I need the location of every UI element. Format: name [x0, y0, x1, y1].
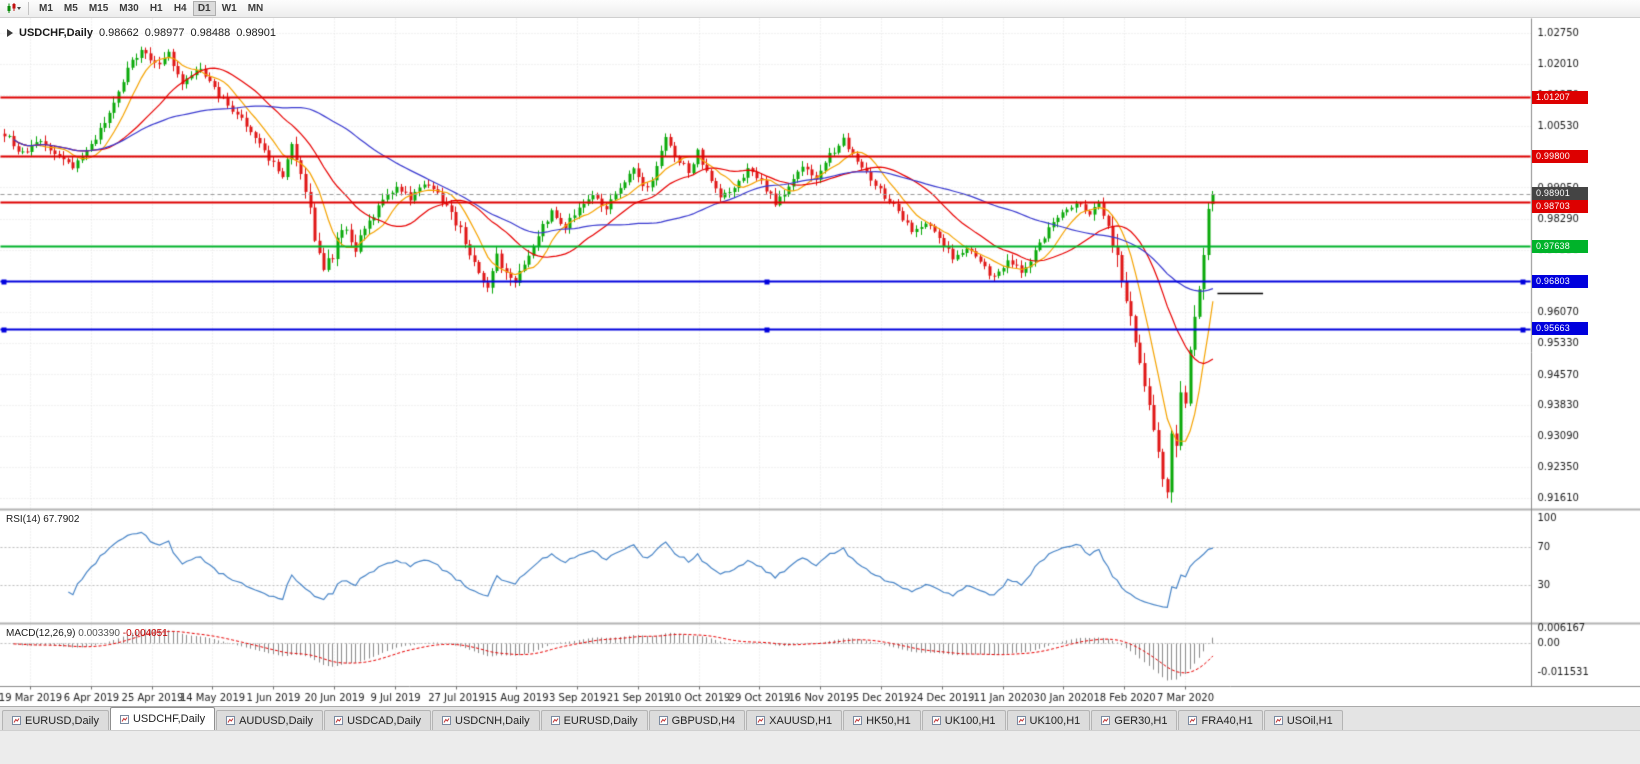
chart-tab-label: UK100,H1	[1029, 714, 1081, 727]
chart-tab-icon	[1273, 716, 1283, 725]
chart-tab-icon	[119, 714, 129, 724]
chart-tab-icon	[756, 716, 766, 725]
symbol-label: USDCHF,Daily	[19, 27, 93, 39]
timeframe-button-m5[interactable]: M5	[59, 1, 83, 16]
chart-tab-gbpusd-h4[interactable]: GBPUSD,H4	[648, 710, 746, 730]
chart-tab-usdcnh-daily[interactable]: USDCNH,Daily	[432, 710, 540, 730]
charts-toolbar-icon[interactable]	[3, 1, 23, 16]
ohlc-open: 0.98662	[98, 27, 139, 39]
chart-tab-label: USDCHF,Daily	[132, 713, 206, 725]
chart-tab-icon	[550, 716, 560, 725]
symbol-ohlc-header: USDCHF,Daily 0.98662 0.98977 0.98488 0.9…	[7, 27, 276, 39]
current-price-label-0.98901[interactable]: 0.98901	[1532, 187, 1588, 200]
chart-tabbar: EURUSD,Daily USDCHF,Daily AUDUSD,Daily USDC…	[0, 706, 1640, 730]
chart-tab-label: USDCNH,Daily	[455, 714, 530, 727]
price-level-label-0.99800[interactable]: 0.99800	[1532, 150, 1588, 163]
timeframe-button-mn[interactable]: MN	[243, 1, 269, 16]
chart-tab-icon	[442, 716, 452, 725]
timeframe-button-h4[interactable]: H4	[169, 1, 192, 16]
chart-tab-label: FRA40,H1	[1201, 714, 1253, 727]
chart-tab-label: USOil,H1	[1286, 714, 1333, 727]
chart-tab-icon	[1016, 716, 1026, 725]
chart-tab-eurusd-daily[interactable]: EURUSD,Daily	[540, 710, 648, 730]
chart-tab-label: EURUSD,Daily	[563, 714, 638, 727]
chart-tab-icon	[1188, 716, 1198, 725]
rsi-value: 67.7902	[43, 514, 80, 525]
chart-tab-usdcad-daily[interactable]: USDCAD,Daily	[324, 710, 432, 730]
chart-window: USDCHF,Daily 0.98662 0.98977 0.98488 0.9…	[0, 18, 1640, 706]
chart-tab-fra40-h1[interactable]: FRA40,H1	[1178, 710, 1263, 730]
price-level-label-0.98703[interactable]: 0.98703	[1532, 200, 1588, 213]
chart-tab-usoil-h1[interactable]: USOil,H1	[1263, 710, 1343, 730]
chart-tab-icon	[12, 716, 21, 725]
price-level-label-0.96803[interactable]: 0.96803	[1532, 275, 1588, 288]
rsi-label: RSI(14)	[6, 514, 41, 525]
macd-header: MACD(12,26,9) 0.003390 -0.004051	[6, 628, 168, 639]
bottom-spacer	[0, 730, 1640, 764]
ohlc-high: 0.98977	[144, 27, 185, 39]
chart-canvas[interactable]	[0, 18, 1640, 706]
timeframe-button-h1[interactable]: H1	[145, 1, 168, 16]
chart-tab-label: GBPUSD,H4	[671, 714, 736, 727]
timeframe-buttons: M1 M5 M15 M30 H1 H4 D1 W1 MN	[34, 1, 268, 16]
chart-tab-uk100-h1[interactable]: UK100,H1	[921, 710, 1006, 730]
price-level-label-1.01207[interactable]: 1.01207	[1532, 91, 1588, 104]
one-click-trading-arrow[interactable]	[7, 29, 13, 37]
timeframe-toolbar: M1 M5 M15 M30 H1 H4 D1 W1 MN	[0, 0, 1640, 18]
macd-value-signal: -0.004051	[122, 628, 168, 639]
chart-tab-audusd-daily[interactable]: AUDUSD,Daily	[216, 710, 324, 730]
ohlc-low: 0.98488	[190, 27, 231, 39]
toolbar-separator	[28, 2, 29, 15]
chart-tab-label: EURUSD,Daily	[25, 714, 99, 727]
chart-tab-icon	[853, 716, 863, 725]
chart-tab-hk50-h1[interactable]: HK50,H1	[843, 710, 921, 730]
chart-tab-label: AUDUSD,Daily	[239, 714, 314, 727]
rsi-header: RSI(14) 67.7902	[6, 514, 79, 525]
chart-tab-icon	[1101, 716, 1111, 725]
chart-tab-xauusd-h1[interactable]: XAUUSD,H1	[746, 710, 843, 730]
chart-tab-eurusd-daily[interactable]: EURUSD,Daily	[2, 710, 109, 730]
chart-tab-icon	[226, 716, 236, 725]
chart-tab-label: HK50,H1	[866, 714, 911, 727]
timeframe-button-d1[interactable]: D1	[192, 1, 216, 16]
chart-tab-icon	[931, 716, 941, 725]
chart-tab-uk100-h1[interactable]: UK100,H1	[1006, 710, 1091, 730]
macd-value-main: 0.003390	[78, 628, 120, 639]
ohlc-close: 0.98901	[236, 27, 277, 39]
chart-tab-label: GER30,H1	[1114, 714, 1168, 727]
chart-tab-label: XAUUSD,H1	[769, 714, 833, 727]
chart-tab-icon	[334, 716, 344, 725]
chart-tab-usdchf-daily[interactable]: USDCHF,Daily	[109, 707, 216, 730]
timeframe-button-w1[interactable]: W1	[217, 1, 242, 16]
timeframe-button-m30[interactable]: M30	[114, 1, 143, 16]
chart-tab-label: UK100,H1	[944, 714, 996, 727]
price-level-label-0.95663[interactable]: 0.95663	[1532, 322, 1588, 335]
price-level-label-0.97638[interactable]: 0.97638	[1532, 240, 1588, 253]
chart-tab-label: USDCAD,Daily	[347, 714, 422, 727]
timeframe-button-m15[interactable]: M15	[84, 1, 113, 16]
chart-tab-ger30-h1[interactable]: GER30,H1	[1091, 710, 1178, 730]
macd-label: MACD(12,26,9)	[6, 628, 76, 639]
timeframe-button-m1[interactable]: M1	[34, 1, 58, 16]
chart-tab-icon	[658, 716, 668, 725]
